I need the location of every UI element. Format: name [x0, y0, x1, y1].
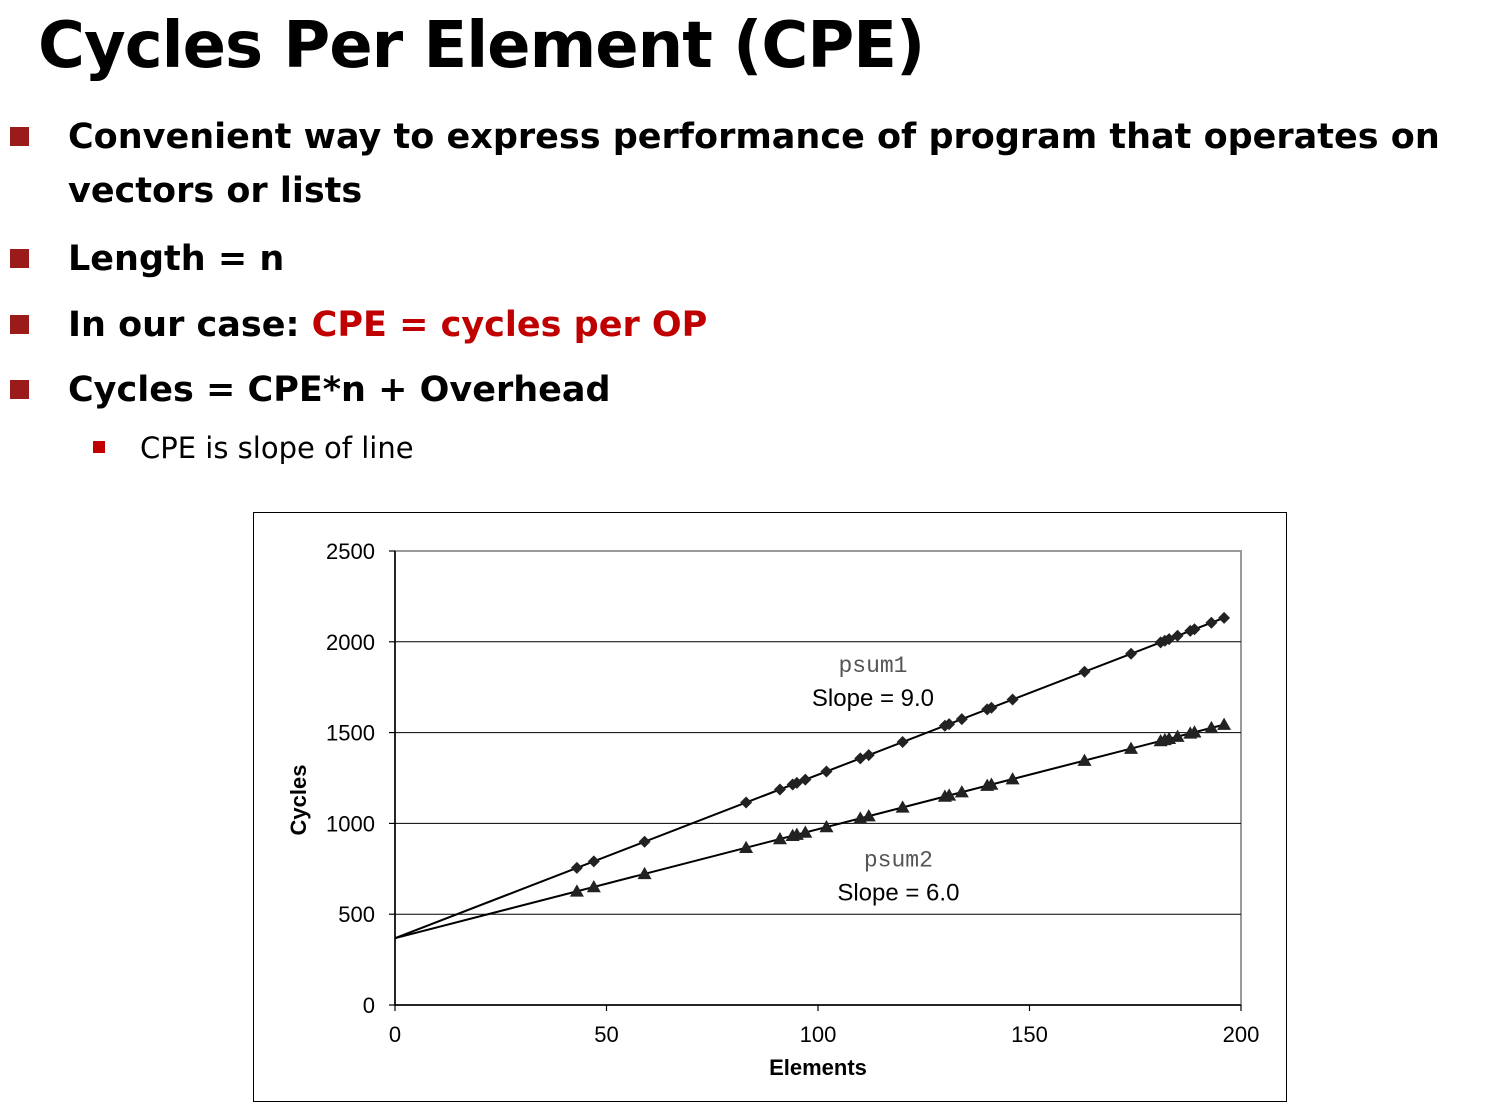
- psum1-data-point: [1078, 665, 1091, 678]
- psum1-label: psum1: [838, 653, 907, 679]
- psum1-data-point: [896, 736, 909, 749]
- x-tick-label: 50: [594, 1022, 618, 1047]
- psum2-data-point: [1077, 753, 1092, 766]
- x-tick-label: 0: [389, 1022, 401, 1047]
- x-tick-label: 100: [800, 1022, 837, 1047]
- psum2-data-point: [1124, 741, 1139, 754]
- bullet-cycles-formula: Cycles = CPE*n + Overhead: [10, 363, 611, 417]
- psum2-slope-label: Slope = 6.0: [837, 880, 959, 907]
- bullet-text-highlight: CPE = cycles per OP: [311, 305, 708, 345]
- bullet-text: Cycles = CPE*n + Overhead: [68, 370, 611, 410]
- y-tick-label: 500: [338, 902, 375, 927]
- bullet-convenient: Convenient way to express performance of…: [10, 110, 1440, 218]
- psum2-data-point: [772, 832, 787, 845]
- y-tick-label: 0: [363, 993, 375, 1018]
- x-tick-label: 150: [1011, 1022, 1048, 1047]
- psum1-slope-label: Slope = 9.0: [812, 685, 934, 712]
- psum1-data-point: [985, 701, 998, 714]
- psum1-data-point: [1205, 616, 1218, 629]
- sub-bullet-slope: CPE is slope of line: [93, 426, 414, 470]
- psum2-data-point: [798, 825, 813, 838]
- bullet-marker-icon: [10, 127, 29, 146]
- bullet-text-line-1: Convenient way to express performance of…: [68, 117, 1440, 157]
- psum1-data-point: [943, 718, 956, 731]
- psum1-data-point: [1006, 693, 1019, 706]
- y-tick-label: 1000: [326, 811, 375, 836]
- bullet-text: Length = n: [68, 239, 285, 279]
- psum1-data-point: [1218, 611, 1231, 624]
- psum2-data-point: [984, 777, 999, 790]
- sub-bullet-marker-icon: [93, 441, 105, 453]
- cycles-vs-elements-chart: 0 500 1000 1500 2000 2500 0 50 100 150 200 Elements…: [286, 539, 1260, 1080]
- bullet-length: Length = n: [10, 232, 285, 286]
- bullet-text-line-2: vectors or lists: [68, 171, 363, 211]
- psum2-data-point: [1217, 717, 1232, 730]
- x-axis-title: Elements: [769, 1055, 867, 1080]
- slide-title: Cycles Per Element (CPE): [38, 9, 925, 83]
- psum1-data-point: [587, 855, 600, 868]
- psum1-data-point: [1125, 647, 1138, 660]
- y-tick-label: 2500: [326, 539, 375, 564]
- psum2-data-point: [819, 820, 834, 833]
- psum1-data-point: [955, 713, 968, 726]
- psum2-fit-line: [394, 723, 1225, 940]
- plot-area-border: [394, 550, 1242, 1006]
- psum1-data-point: [1171, 629, 1184, 642]
- psum2-data-point: [895, 800, 910, 813]
- psum2-data-point: [1005, 772, 1020, 785]
- psum2-data-point: [569, 884, 584, 897]
- psum2-data-point: [954, 785, 969, 798]
- psum1-data-point: [773, 783, 786, 796]
- psum2-data-point: [1204, 720, 1219, 734]
- psum2-data-point: [942, 788, 957, 801]
- bullet-our-case: In our case: CPE = cycles per OP: [10, 298, 708, 352]
- psum1-data-point: [862, 749, 875, 762]
- psum1-data-point: [1163, 633, 1176, 646]
- y-tick-label: 1500: [326, 721, 375, 746]
- psum1-data-point: [799, 773, 812, 786]
- bullet-marker-icon: [10, 315, 29, 334]
- chart-frame: 0 500 1000 1500 2000 2500 0 50 100 150 200 Elements…: [253, 512, 1287, 1102]
- x-tick-label: 200: [1223, 1022, 1260, 1047]
- bullet-text-prefix: In our case:: [68, 305, 312, 345]
- psum1-data-point: [638, 835, 651, 848]
- psum2-label: psum2: [864, 848, 933, 874]
- y-tick-label: 2000: [326, 630, 375, 655]
- sub-bullet-text: CPE is slope of line: [140, 431, 414, 465]
- psum2-data-point: [637, 866, 652, 880]
- psum1-data-point: [740, 796, 753, 809]
- psum2-data-point: [861, 809, 876, 822]
- psum1-data-point: [570, 861, 583, 874]
- psum2-data-point: [1170, 729, 1185, 742]
- y-axis-title: Cycles: [286, 765, 311, 836]
- psum2-data-point: [1187, 725, 1202, 738]
- bullet-marker-icon: [10, 249, 29, 268]
- bullet-marker-icon: [10, 380, 29, 399]
- psum2-data-point: [586, 879, 601, 893]
- psum2-data-point: [739, 840, 754, 853]
- psum1-data-point: [820, 765, 833, 778]
- psum1-data-point: [1188, 623, 1201, 636]
